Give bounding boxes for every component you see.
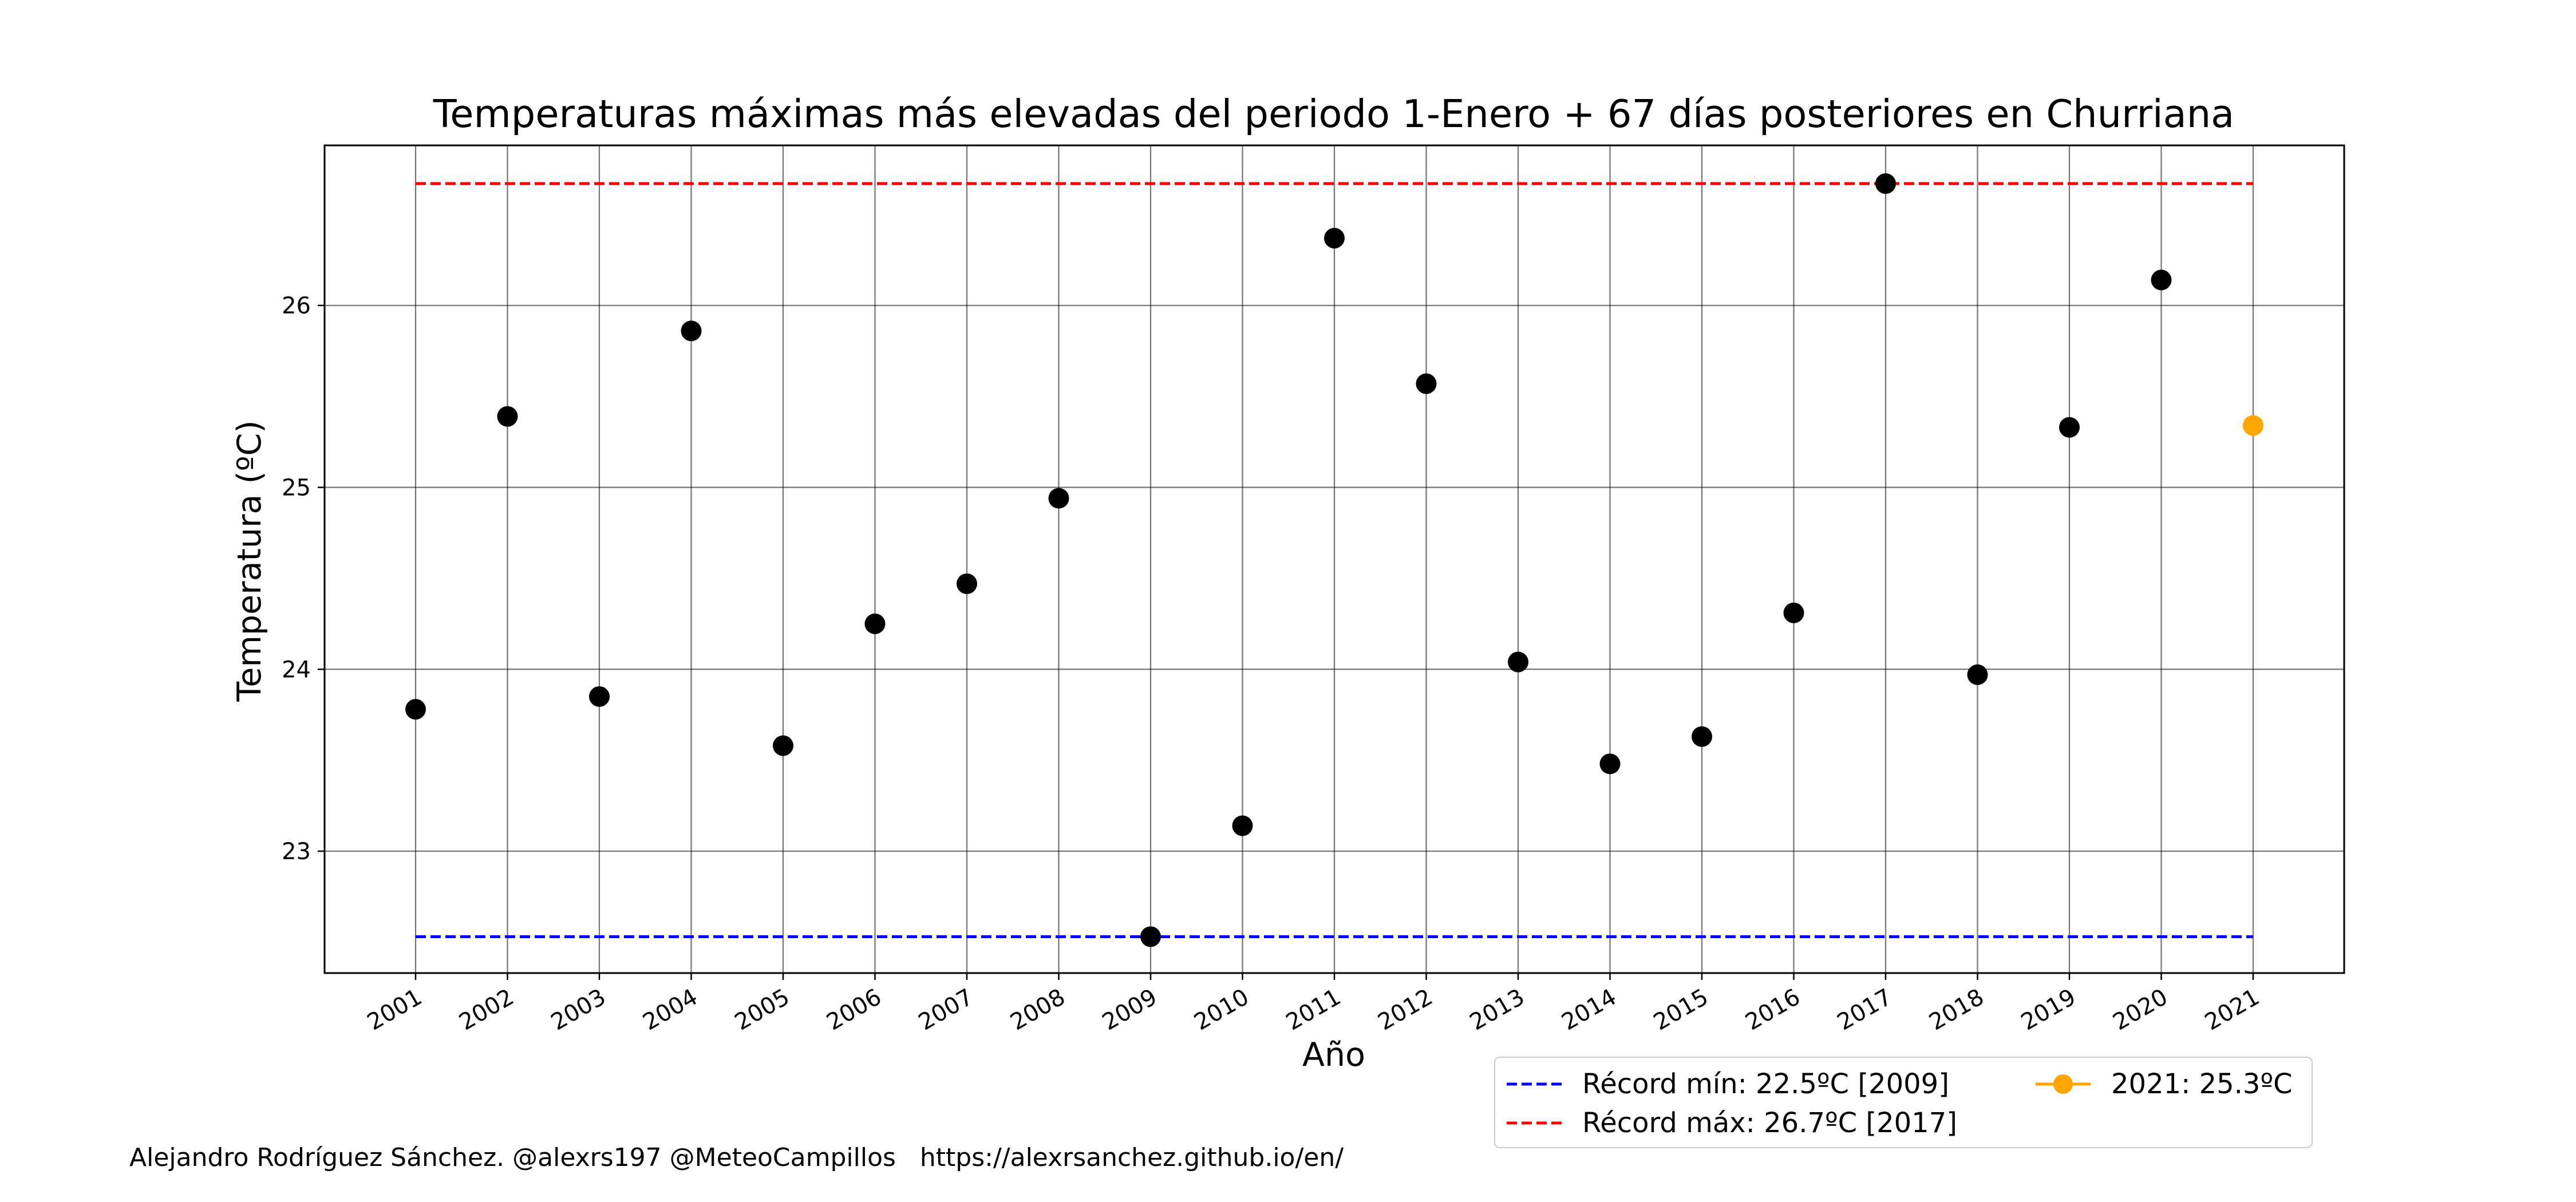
legend-label-record-max: Récord máx: 26.7ºC [2017]	[1582, 1107, 1957, 1139]
data-point	[681, 321, 702, 342]
reference-lines	[416, 182, 2253, 938]
x-tick-label: 2005	[730, 984, 794, 1036]
x-tick-label: 2015	[1649, 984, 1713, 1036]
data-point	[2059, 417, 2080, 438]
y-axis-label: Temperatura (ºC)	[231, 420, 268, 702]
x-tick-label: 2006	[822, 984, 886, 1036]
legend-item-record-max: Récord máx: 26.7ºC [2017]	[1506, 1106, 1957, 1140]
x-tick-label: 2001	[363, 984, 426, 1036]
y-tick-label: 25	[282, 475, 311, 501]
legend-label-record-min: Récord mín: 22.5ºC [2009]	[1582, 1068, 1949, 1100]
data-point	[864, 613, 886, 634]
x-tick-label: 2011	[1282, 984, 1345, 1036]
x-tick-label: 2014	[1557, 984, 1621, 1036]
data-point	[1692, 726, 1712, 747]
line-marker-icon-orange	[2036, 1074, 2091, 1094]
x-tick-label: 2020	[2108, 984, 2172, 1036]
data-point	[1416, 373, 1437, 394]
x-tick-label: 2008	[1006, 984, 1069, 1036]
x-tick-label: 2019	[2017, 984, 2080, 1036]
legend-item-current-year: 2021: 25.3ºC	[2034, 1067, 2293, 1101]
x-tick-label: 2010	[1190, 984, 1253, 1036]
dashed-line-icon-blue	[1507, 1082, 1562, 1086]
x-tick-label: 2016	[1741, 984, 1804, 1036]
x-tick-label: 2021	[2200, 984, 2264, 1036]
data-point	[1232, 815, 1253, 836]
data-point	[1875, 173, 1896, 194]
data-point	[1599, 753, 1621, 774]
chart-title: Temperaturas máximas más elevadas del pe…	[433, 92, 2234, 136]
x-tick-label: 2013	[1465, 984, 1529, 1036]
author-credit: Alejandro Rodríguez Sánchez. @alexrs197 …	[129, 1143, 1344, 1172]
data-point	[957, 573, 977, 594]
x-tick-label: 2003	[547, 984, 610, 1036]
data-point	[1508, 651, 1528, 673]
x-axis-label: Año	[1302, 1036, 1365, 1074]
data-point	[589, 686, 610, 707]
y-tick-label: 26	[282, 293, 311, 319]
x-tick-label: 2012	[1373, 984, 1437, 1036]
y-tick-label: 24	[282, 657, 311, 683]
x-tick-label: 2018	[1925, 984, 1988, 1036]
legend: Récord mín: 22.5ºC [2009] Récord máx: 26…	[1494, 1057, 2313, 1148]
data-point	[2151, 270, 2172, 291]
data-point	[405, 699, 426, 720]
data-point	[1783, 602, 1804, 623]
grid	[325, 145, 2344, 973]
data-point	[1048, 488, 1069, 509]
data-point	[1967, 664, 1988, 685]
x-tick-label: 2007	[914, 984, 978, 1036]
data-point-current-year	[2243, 415, 2263, 436]
x-tick-label: 2004	[638, 984, 702, 1036]
data-points	[405, 173, 2263, 947]
data-point	[773, 735, 793, 756]
data-point	[1140, 926, 1161, 947]
data-point	[497, 406, 518, 427]
x-tick-label: 2009	[1098, 984, 1161, 1036]
axis-ticks: 2001 2002 2003 2004 2005 2006 2007 2008 2009 2010…	[282, 293, 2264, 1036]
x-tick-label: 2002	[455, 984, 518, 1036]
data-point	[1324, 228, 1345, 249]
legend-label-current-year: 2021: 25.3ºC	[2111, 1068, 2293, 1100]
legend-item-record-min: Récord mín: 22.5ºC [2009]	[1506, 1067, 1949, 1101]
x-tick-label: 2017	[1833, 984, 1897, 1036]
y-tick-label: 23	[282, 839, 311, 865]
dashed-line-icon-red	[1507, 1121, 1562, 1125]
